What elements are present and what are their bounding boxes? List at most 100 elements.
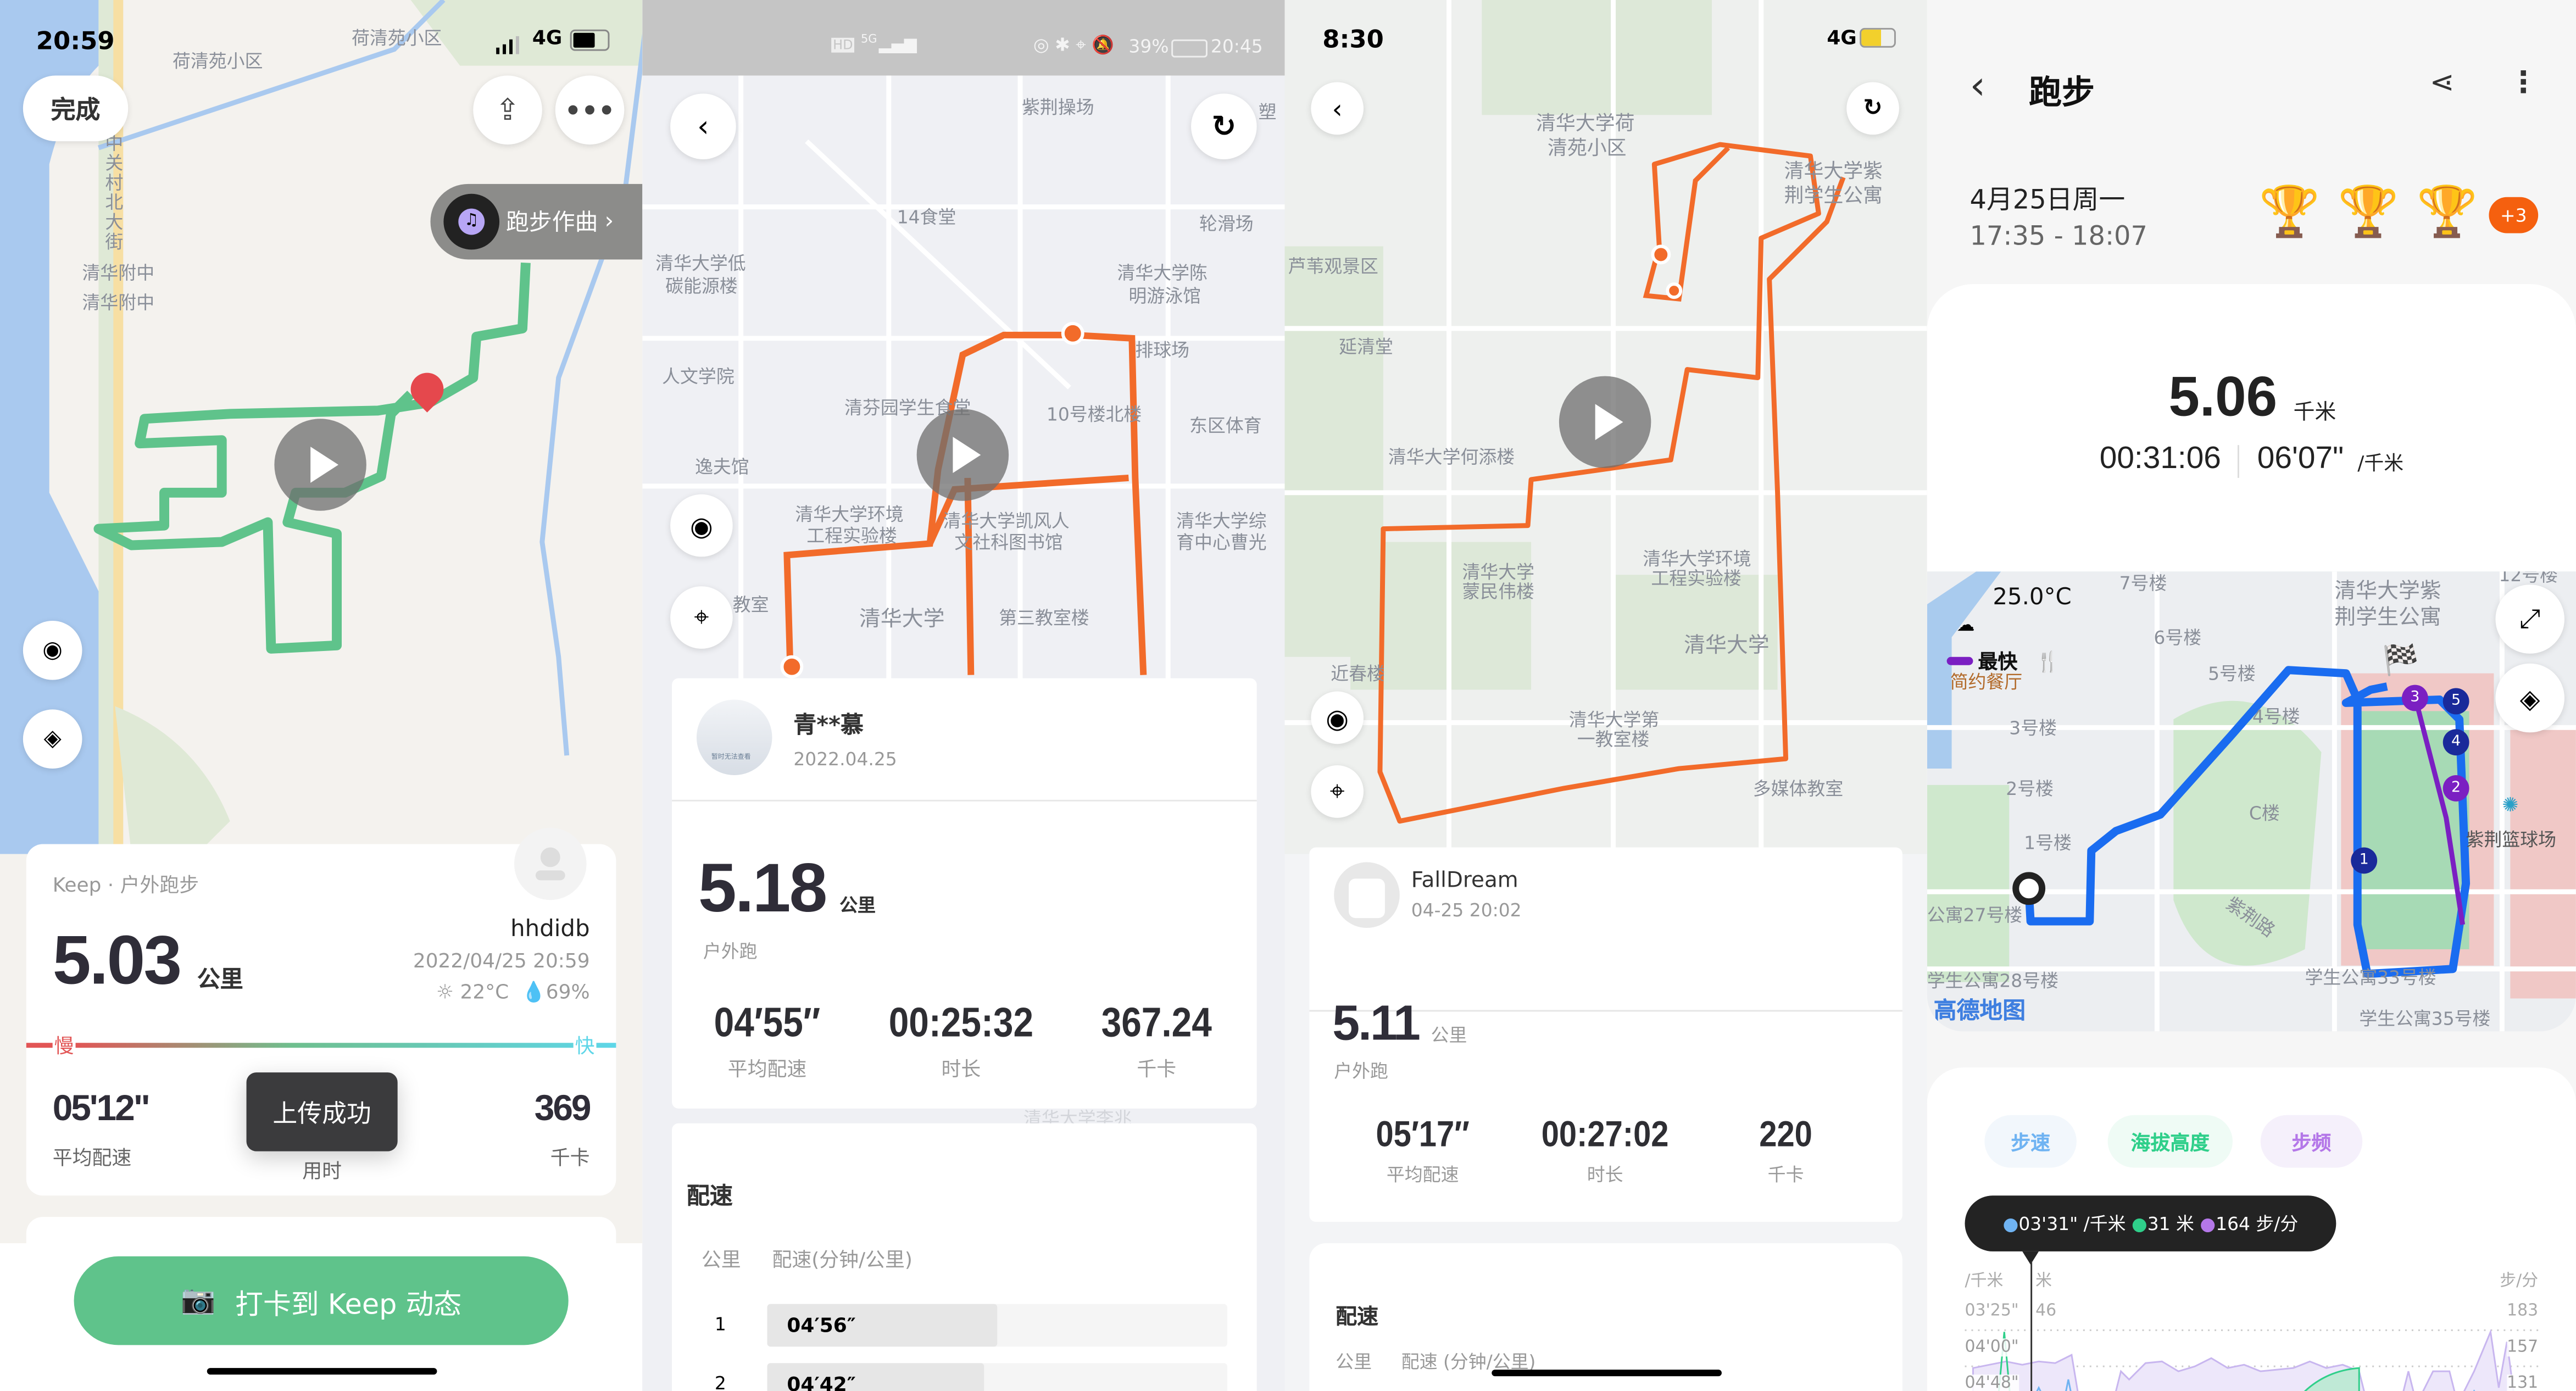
slow-label: 慢 bbox=[52, 1031, 76, 1060]
back-button[interactable]: ‹ bbox=[1311, 82, 1364, 135]
duration-value: 00:31:06 bbox=[2099, 442, 2221, 476]
tab-altitude[interactable]: 海拔高度 bbox=[2107, 1115, 2233, 1168]
col-pace: 配速(分钟/公里) bbox=[772, 1248, 913, 1271]
compose-label: 跑步作曲 bbox=[506, 210, 598, 237]
eye-button[interactable]: ◉ bbox=[670, 494, 733, 557]
play-button[interactable] bbox=[916, 409, 1009, 501]
more-button[interactable]: ⋮ bbox=[2508, 66, 2538, 101]
map-label: 清华大学 bbox=[859, 608, 945, 632]
back-button[interactable]: ‹ bbox=[670, 93, 736, 159]
restaurant-icon: 🍴 bbox=[2035, 650, 2060, 674]
toast-message: 上传成功 bbox=[246, 1072, 398, 1151]
chart-cursor[interactable] bbox=[2030, 1261, 2033, 1391]
right-tick: 131 bbox=[2507, 1375, 2539, 1391]
map-label: 清苑小区 bbox=[1547, 136, 1627, 159]
avatar[interactable] bbox=[514, 827, 587, 900]
calories-value: 220 bbox=[1759, 1113, 1812, 1155]
tooltip-pointer bbox=[2022, 1251, 2039, 1265]
map-label: 延清堂 bbox=[1339, 336, 1393, 358]
home-indicator bbox=[207, 1368, 437, 1375]
locate-button[interactable]: ⌖ bbox=[670, 586, 733, 649]
fastest-label: 最快 bbox=[1978, 650, 2018, 674]
km-marker: 1 bbox=[2351, 847, 2378, 874]
right-tick: 183 bbox=[2507, 1302, 2539, 1321]
health-panel: ‹ 跑步 ⋖ ⋮ 4月25日周一 17:35 - 18:07 🏆 🏆 🏆 +3 … bbox=[1927, 0, 2576, 1391]
more-badges[interactable]: +3 bbox=[2489, 197, 2539, 233]
share-button[interactable]: ⇪ bbox=[473, 75, 542, 145]
route-line bbox=[2024, 666, 2471, 978]
col-pace: 配速 (分钟/公里) bbox=[1401, 1351, 1536, 1373]
fullscreen-button[interactable]: ⤢ bbox=[2495, 585, 2565, 654]
refresh-button[interactable]: ↻ bbox=[1846, 82, 1899, 135]
trophy-distance-icon[interactable]: 🏆 bbox=[2258, 183, 2321, 242]
signal-icon: ▂▄▆ bbox=[878, 36, 917, 54]
distance-value: 5.11 bbox=[1332, 997, 1421, 1051]
activity-date: 2022.04.25 bbox=[793, 749, 897, 771]
crosshair-icon: ⌖ bbox=[1329, 775, 1345, 806]
km-marker: 2 bbox=[2443, 775, 2469, 802]
checkin-button[interactable]: 📷 打卡到 Keep 动态 bbox=[74, 1256, 569, 1345]
eye-button[interactable]: ◉ bbox=[1311, 691, 1364, 744]
username: 青**慕 bbox=[793, 713, 864, 739]
eye-button[interactable]: ◉ bbox=[23, 620, 82, 680]
trophy-time-icon[interactable]: 🏆 bbox=[2416, 183, 2478, 242]
done-button[interactable]: 完成 bbox=[23, 75, 129, 142]
mid-axis-unit: 米 bbox=[2035, 1272, 2052, 1291]
play-button[interactable] bbox=[274, 419, 366, 511]
map-label: 5号楼 bbox=[2208, 663, 2256, 685]
camera-icon: 📷 bbox=[180, 1284, 216, 1317]
map-graphics bbox=[1927, 571, 2576, 1032]
pace-row: 1 04′56″ bbox=[672, 1304, 1257, 1347]
layers-icon: ◈ bbox=[43, 726, 62, 753]
pace-title: 配速 bbox=[686, 1184, 733, 1211]
summary-card: 5.06 千米 00:31:06 06'07" /千米 bbox=[1927, 284, 2576, 580]
altitude-dot-icon: ● bbox=[2131, 1212, 2147, 1234]
refresh-button[interactable]: ↻ bbox=[1191, 93, 1257, 159]
tab-pace[interactable]: 步速 bbox=[1984, 1115, 2077, 1168]
locate-button[interactable]: ⌖ bbox=[1311, 765, 1364, 818]
running-compose-button[interactable]: ♫ 跑步作曲 › bbox=[430, 183, 643, 260]
play-button[interactable] bbox=[1559, 376, 1651, 468]
tab-cadence[interactable]: 步频 bbox=[2260, 1115, 2363, 1168]
back-icon: ‹ bbox=[1332, 92, 1343, 124]
pace-row-value: 04′42″ bbox=[787, 1373, 856, 1391]
map-label: 清华附中 bbox=[82, 263, 155, 285]
vinyl-record-icon: ♫ bbox=[443, 193, 500, 250]
avatar[interactable]: 暂时无法查看 bbox=[696, 699, 772, 775]
duration-label: 用时 bbox=[302, 1159, 342, 1183]
duration-label: 时长 bbox=[941, 1058, 981, 1081]
divider bbox=[1309, 1010, 1902, 1012]
map-label: 简约餐厅 bbox=[1950, 671, 2023, 693]
summary-card: FallDream 04-25 20:02 5.11 公里 户外跑 05′17″… bbox=[1309, 847, 1902, 1222]
refresh-icon: ↻ bbox=[1863, 95, 1883, 122]
calories-label: 千卡 bbox=[550, 1146, 590, 1170]
route-line bbox=[783, 331, 1147, 675]
humidity: 69% bbox=[546, 980, 590, 1004]
map-layers-button[interactable]: ◈ bbox=[2495, 663, 2565, 733]
map-label: 一教室楼 bbox=[1577, 729, 1650, 751]
back-button[interactable]: ‹ bbox=[1969, 63, 1985, 109]
layers-icon: ◈ bbox=[2519, 682, 2540, 714]
route-map[interactable]: ☁ 25.0°C 最快 7号楼 6号楼 5号楼 4号楼 3号楼 2号楼 1号楼 … bbox=[1927, 571, 2576, 1032]
trophy-route-icon[interactable]: 🏆 bbox=[2338, 183, 2400, 242]
map-label: 学生公寓33号楼 bbox=[2305, 967, 2436, 989]
signal-label: 5G bbox=[860, 32, 877, 46]
map-label: 工程实验楼 bbox=[1651, 568, 1742, 590]
pace-unit: /千米 bbox=[2357, 452, 2404, 475]
more-button[interactable]: ••• bbox=[555, 75, 625, 145]
battery-icon bbox=[1171, 39, 1208, 58]
network-label: 4G bbox=[1827, 26, 1857, 49]
fastest-legend: 最快 bbox=[1946, 647, 2018, 675]
map-background[interactable] bbox=[642, 75, 1285, 683]
share-button[interactable]: ⋖ bbox=[2430, 66, 2455, 101]
distance-unit: 公里 bbox=[1431, 1025, 1467, 1047]
running-record-panel: HD 5G ▂▄▆ ◎ ✱ ⌖ 🔕 39% 20:45 紫荆操场 塑 14食堂 … bbox=[642, 0, 1285, 1391]
pace-row-km: 2 bbox=[714, 1373, 726, 1391]
status-icons: ◎ ✱ ⌖ 🔕 bbox=[1033, 34, 1115, 56]
more-icon: ••• bbox=[564, 94, 615, 126]
map-label: 清华大学紫 bbox=[1784, 159, 1883, 182]
map-label: 人文学院 bbox=[662, 366, 735, 388]
avatar[interactable] bbox=[1334, 862, 1400, 928]
layers-button[interactable]: ◈ bbox=[23, 709, 82, 769]
map-label: 荆学生公寓 bbox=[1784, 183, 1883, 207]
